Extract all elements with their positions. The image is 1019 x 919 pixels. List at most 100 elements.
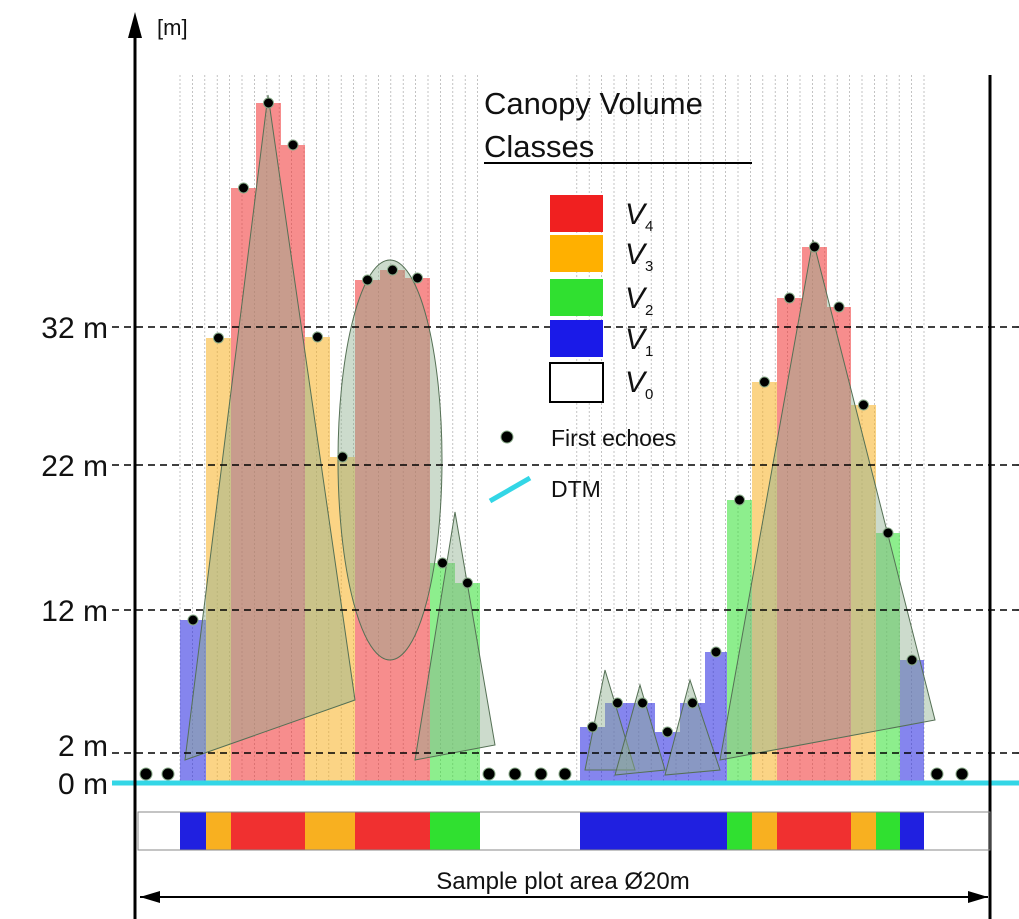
class-cell	[876, 812, 900, 850]
tree	[719, 239, 936, 761]
level-label: 12 m	[41, 595, 108, 628]
legend-label: V1	[625, 323, 653, 360]
echo	[263, 97, 274, 109]
legend-subscript: 3	[645, 258, 653, 275]
class-cell	[405, 812, 430, 850]
class-cell	[580, 812, 605, 850]
axis-unit: [m]	[157, 15, 188, 40]
class-cell	[231, 812, 256, 850]
class-strip	[180, 812, 924, 850]
echo	[734, 494, 745, 506]
echo	[637, 697, 648, 709]
dtm-symbol	[488, 475, 532, 504]
plot-area-label: Sample plot area Ø20m	[436, 868, 689, 895]
echo	[312, 331, 323, 343]
class-cell	[630, 812, 655, 850]
volume-column	[256, 103, 281, 783]
legend-label: DTM	[551, 476, 601, 502]
class-cell	[680, 812, 705, 850]
echo	[809, 241, 820, 253]
class-cell	[256, 812, 281, 850]
legend-label: V4	[625, 198, 653, 235]
volume-column	[876, 533, 900, 783]
legend-swatch	[550, 279, 603, 316]
axis-arrow	[128, 12, 142, 38]
echo	[833, 301, 845, 313]
legend-label: V2	[625, 282, 653, 319]
legend-swatch	[549, 362, 604, 403]
legend-swatch	[550, 320, 603, 357]
echo	[238, 182, 249, 194]
echo	[930, 767, 944, 781]
class-cell	[727, 812, 752, 850]
legend-symbol: V	[625, 366, 648, 399]
echo	[710, 646, 722, 658]
volume-column	[680, 703, 705, 783]
legend-label: V3	[625, 238, 653, 275]
echo	[508, 767, 522, 781]
level-label: 0 m	[58, 768, 108, 801]
legend-subscript: 0	[645, 386, 653, 403]
volume-column	[180, 620, 206, 783]
class-cell	[605, 812, 630, 850]
legend-label: First echoes	[551, 425, 676, 451]
echo	[139, 767, 153, 781]
echo	[687, 697, 698, 709]
class-cell	[380, 812, 405, 850]
class-cell	[900, 812, 924, 850]
arrow-head	[140, 891, 160, 903]
volume-column	[752, 382, 777, 783]
echoes	[139, 97, 969, 781]
volume-column	[430, 563, 455, 783]
legend-symbol: V	[625, 198, 648, 231]
class-cell	[752, 812, 777, 850]
volume-column	[900, 660, 924, 783]
class-cell	[430, 812, 455, 850]
echo	[187, 614, 199, 626]
volume-column	[727, 500, 752, 783]
volume-column	[231, 188, 256, 783]
tree	[584, 669, 636, 771]
echo	[337, 451, 348, 463]
class-cell	[705, 812, 727, 850]
legend-symbol: V	[625, 282, 648, 315]
echo	[213, 332, 224, 344]
volume-column	[380, 270, 405, 783]
echo	[612, 697, 623, 709]
volume-column	[330, 457, 355, 783]
volume-column	[802, 247, 827, 783]
echo	[858, 399, 869, 411]
arrow-head	[968, 891, 988, 903]
class-cell	[655, 812, 680, 850]
volume-column	[777, 298, 802, 783]
echo	[534, 767, 548, 781]
legend-symbol: V	[625, 238, 648, 271]
echo	[906, 654, 918, 666]
legend-symbol: V	[625, 323, 648, 356]
echo-symbol	[500, 430, 514, 444]
class-cell	[180, 812, 206, 850]
volume-column	[851, 405, 876, 783]
legend-subscript: 4	[645, 218, 653, 235]
class-cell	[851, 812, 876, 850]
level-labels: 32 m 22 m 12 m 2 m 0 m	[41, 312, 108, 801]
class-cell	[281, 812, 305, 850]
echo	[587, 721, 598, 733]
volume-column	[281, 145, 305, 783]
volume-column	[405, 278, 430, 783]
class-cell	[802, 812, 827, 850]
echo	[437, 557, 448, 569]
tree	[664, 678, 721, 776]
volume-column	[580, 727, 605, 783]
class-cell	[206, 812, 231, 850]
level-label: 22 m	[41, 450, 108, 483]
trees	[184, 94, 936, 776]
level-label: 2 m	[58, 730, 108, 763]
echo	[387, 264, 398, 276]
echo	[287, 139, 299, 151]
class-cell	[455, 812, 480, 850]
legend-title: Classes	[484, 129, 594, 164]
volume-column	[827, 307, 851, 783]
volume-column	[355, 280, 380, 783]
